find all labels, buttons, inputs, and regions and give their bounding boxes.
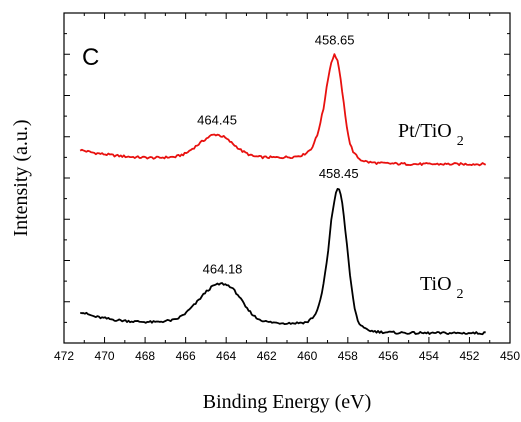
- series-label-tio2-main: TiO: [420, 273, 452, 295]
- x-tick-label: 464: [216, 349, 236, 363]
- x-axis-title: Binding Energy (eV): [203, 391, 372, 413]
- series-line-pt-tio2: [79, 53, 487, 167]
- x-tick-label: 460: [297, 349, 317, 363]
- series-label-tio2-sub: 2: [457, 287, 464, 302]
- x-tick-label: 462: [257, 349, 277, 363]
- x-tick-label: 450: [500, 349, 520, 363]
- peak-label: 458.65: [315, 32, 355, 47]
- series-line-tio2: [79, 188, 486, 336]
- peak-label: 458.45: [319, 166, 359, 181]
- chart-labels: 472 470 468 466 464 462 460 458 456 454 452 450 464.…: [54, 32, 520, 363]
- y-axis-title: Intensity (a.u.): [10, 119, 32, 236]
- x-tick-label: 468: [135, 349, 155, 363]
- series-label-pt-tio2: Pt/TiO 2: [398, 120, 464, 149]
- x-tick-label: 472: [54, 349, 74, 363]
- series-label-pt-tio2-main: Pt/TiO: [398, 120, 452, 142]
- peak-label: 464.45: [197, 112, 237, 127]
- x-tick-label: 454: [419, 349, 439, 363]
- x-tick-label: 466: [176, 349, 196, 363]
- panel-letter: C: [82, 44, 99, 71]
- x-tick-label: 452: [459, 349, 479, 363]
- x-tick-label: 470: [95, 349, 115, 363]
- plot-frame: [63, 12, 511, 344]
- series-label-pt-tio2-sub: 2: [457, 134, 464, 149]
- x-tick-label: 456: [378, 349, 398, 363]
- x-tick-label: 458: [338, 349, 358, 363]
- series-lines: [79, 53, 487, 336]
- peak-label: 464.18: [203, 262, 243, 277]
- series-label-tio2: TiO 2: [420, 273, 464, 302]
